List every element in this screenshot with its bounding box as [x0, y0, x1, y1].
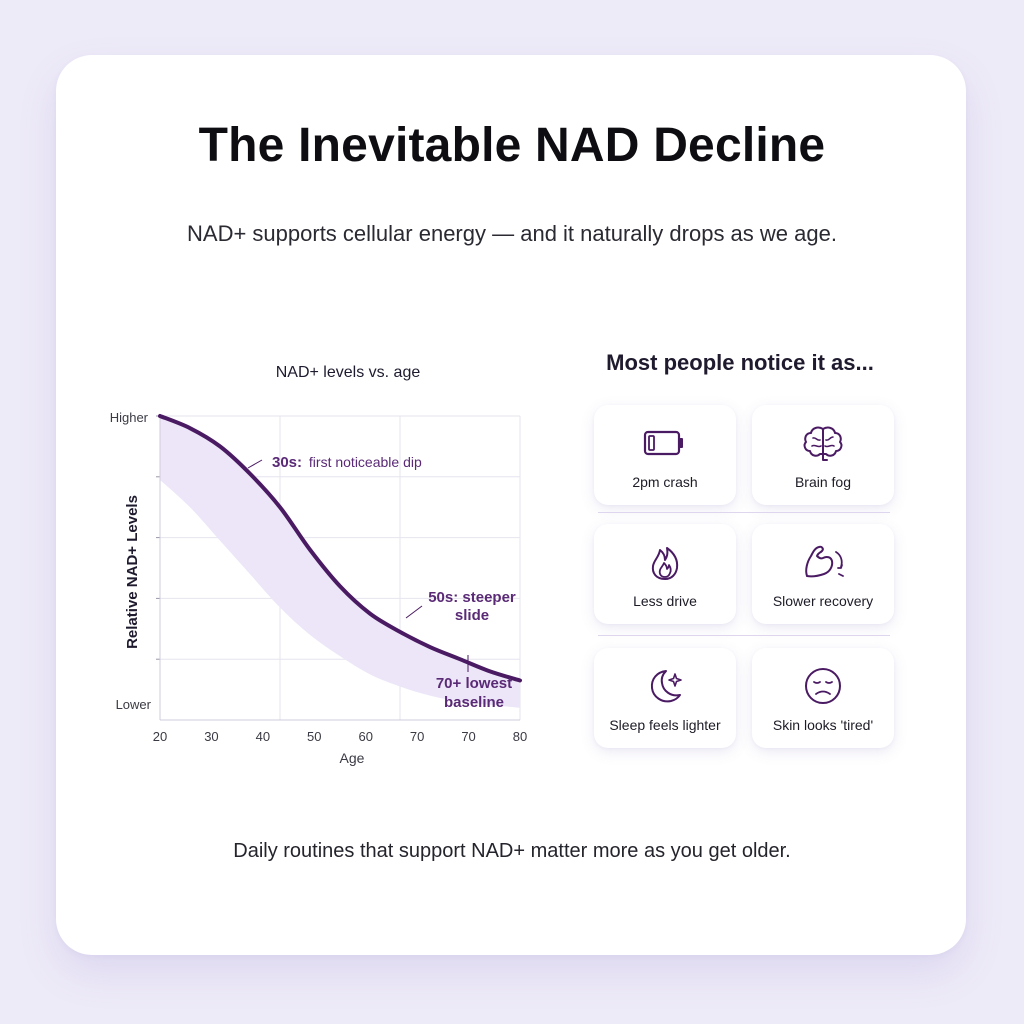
battery-low-icon	[643, 430, 683, 456]
annotation-30s-text: first noticeable dip	[309, 454, 422, 470]
x-tick-label: 50	[307, 729, 321, 744]
y-low-label: Lower	[116, 697, 152, 712]
nad-level-line	[158, 414, 522, 683]
symptom-tile-2pm-crash: 2pm crash	[594, 405, 736, 505]
annotation-50s-line2: slide	[455, 607, 489, 624]
annotation-leader-50s	[405, 605, 423, 619]
annotation-50s-line1: 50s: steeper	[428, 589, 516, 606]
symptom-label: Slower recovery	[772, 593, 874, 609]
symptom-tile-brain-fog: Brain fog	[752, 405, 894, 505]
symptom-label: Skin looks 'tired'	[772, 717, 874, 733]
flexed-arm-icon	[805, 545, 844, 578]
symptom-tile-less-drive: Less drive	[594, 524, 736, 624]
x-tick-label: 80	[513, 729, 527, 744]
symptom-tile-skin: Skin looks 'tired'	[752, 648, 894, 748]
flame-icon	[651, 547, 679, 580]
nad-decline-chart: NAD+ levels vs. age Higher Lower Relativ…	[110, 364, 528, 766]
x-tick-labels: 20 30 40 50 60 70 70 80	[153, 729, 527, 744]
annotation-70s-line2: baseline	[444, 694, 504, 711]
decline-range-band	[160, 416, 520, 708]
notice-heading: Most people notice it as...	[606, 350, 874, 375]
symptom-label: Sleep feels lighter	[609, 717, 721, 733]
x-tick-label: 40	[256, 729, 270, 744]
tile-row-divider	[598, 635, 890, 636]
x-tick-label: 30	[204, 729, 218, 744]
annotation-leader-30s	[247, 459, 263, 469]
symptom-tile-slower-recovery: Slower recovery	[752, 524, 894, 624]
y-high-label: Higher	[110, 410, 149, 425]
annotation-30s-bold: 30s:	[272, 454, 302, 471]
x-tick-label: 70	[410, 729, 424, 744]
x-tick-label: 60	[358, 729, 372, 744]
x-tick-label: 20	[153, 729, 167, 744]
symptom-label: Less drive	[633, 593, 697, 609]
page-subtitle: NAD+ supports cellular energy — and it n…	[187, 221, 837, 246]
brain-icon	[803, 426, 843, 461]
y-axis-title: Relative NAD+ Levels	[124, 495, 141, 649]
chart-title: NAD+ levels vs. age	[276, 364, 421, 381]
sad-face-icon	[805, 668, 841, 704]
tile-row-divider	[598, 512, 890, 513]
page-footer: Daily routines that support NAD+ matter …	[233, 840, 791, 862]
moon-star-icon	[650, 670, 682, 703]
symptom-tile-sleep: Sleep feels lighter	[594, 648, 736, 748]
x-axis-title: Age	[340, 750, 365, 766]
x-tick-label: 70	[461, 729, 475, 744]
symptom-label: Brain fog	[794, 474, 852, 490]
annotation-30s: 30s: first noticeable dip	[272, 454, 422, 471]
symptom-label: 2pm crash	[632, 474, 698, 490]
annotation-70s-line1: 70+ lowest	[436, 675, 512, 692]
page-title: The Inevitable NAD Decline	[198, 119, 826, 172]
